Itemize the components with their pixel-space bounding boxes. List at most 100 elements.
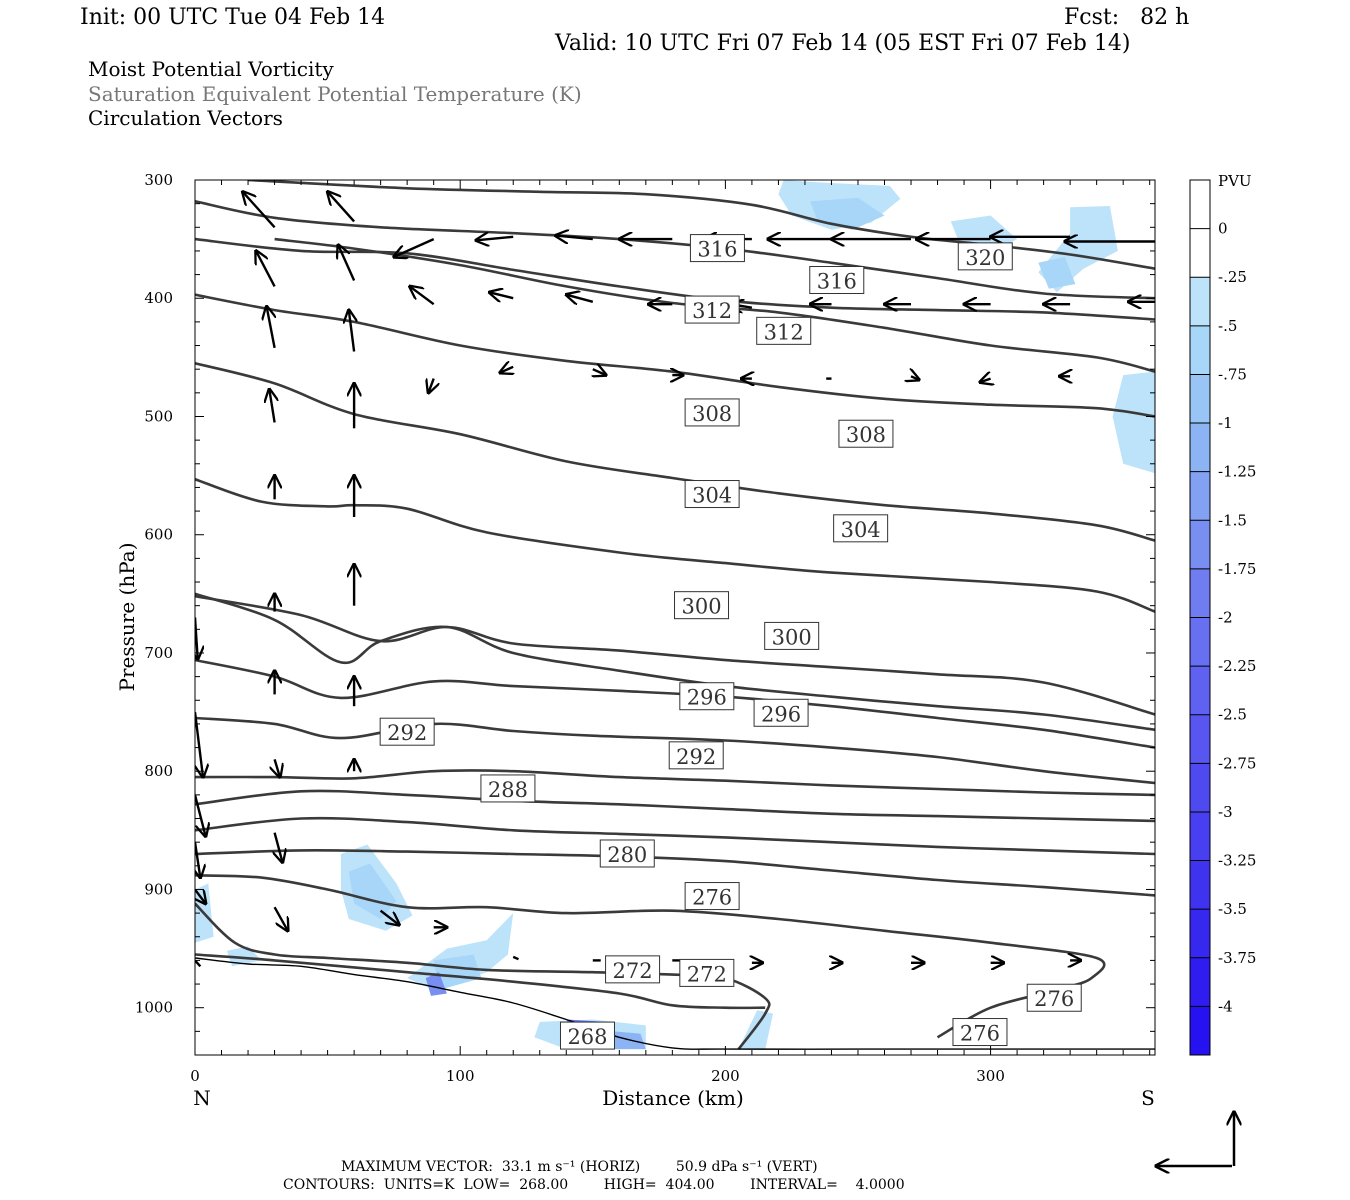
colorbar-tick-label: -.5 [1218, 317, 1237, 335]
y-tick-label: 600 [144, 526, 173, 544]
contour-label: 320 [957, 242, 1013, 271]
contour-label-layer: 316 320 316 312 312 308 308 304 304 300 300 296 296 2… [379, 234, 1082, 1050]
pv-shading-area [1038, 256, 1076, 289]
circulation-vector [593, 369, 606, 375]
contour-label-text: 316 [697, 238, 737, 262]
contour-label-box [379, 717, 435, 746]
circulation-vector [410, 286, 435, 306]
circulation-vector [556, 236, 593, 240]
x-tick-label: 200 [711, 1067, 740, 1085]
theta-es-contour-288 [195, 789, 1155, 823]
circulation-vector [269, 389, 274, 423]
contour-label-text: 308 [846, 423, 886, 447]
title-theta-es: Saturation Equivalent Potential Temperat… [88, 82, 582, 106]
theta-es-contour-320 [247, 180, 1155, 270]
colorbar-tick-label: -3.25 [1218, 852, 1256, 870]
theta-es-contour-272 [195, 902, 771, 1050]
contour-label-text: 268 [567, 1025, 607, 1049]
theta-es-contour-284 [195, 816, 1155, 856]
contour-label-box [605, 955, 661, 984]
colorbar-tick-label: -2.5 [1218, 706, 1247, 724]
colorbar-tick-label: -3.75 [1218, 949, 1256, 967]
contour-label: 272 [605, 955, 661, 984]
contour-label: 276 [1026, 983, 1082, 1012]
circulation-vector [195, 888, 206, 904]
pv-shading-area [810, 197, 885, 230]
circulation-vector [256, 251, 276, 287]
contour-label-box [838, 419, 894, 448]
y-tick-label: 700 [144, 644, 173, 662]
x-tick-label: 300 [976, 1067, 1005, 1085]
contour-label: 316 [689, 234, 745, 263]
y-tick-label: 900 [144, 880, 173, 898]
title-moist-pv: Moist Potential Vorticity [88, 57, 334, 81]
theta-es-contour-300 [195, 594, 1155, 716]
y-tick-label: 300 [144, 171, 173, 189]
contour-label-text: 300 [772, 625, 812, 649]
circulation-vector [195, 711, 203, 777]
x-axis-label: Distance (km) [602, 1086, 744, 1110]
contour-label-box [952, 1018, 1008, 1047]
y-axis-label: Pressure (hPa) [115, 543, 139, 692]
contour-label-box [480, 774, 536, 803]
contour-label-box [957, 242, 1013, 271]
contour-label-box [668, 741, 724, 770]
contour-label-text: 312 [692, 299, 732, 323]
theta-es-contour-296 [195, 658, 1155, 749]
contour-label-box [679, 682, 735, 711]
colorbar-cell [1190, 714, 1210, 764]
contour-label-text: 296 [687, 686, 727, 710]
terrain-line [194, 957, 1155, 1050]
colorbar-tick-label: -2.25 [1218, 657, 1256, 675]
colorbar-cell [1190, 325, 1210, 375]
colorbar-tick-label: -.25 [1218, 268, 1247, 286]
circulation-vector [338, 245, 356, 281]
y-tick-label: 1000 [135, 999, 173, 1017]
colorbar-cell [1190, 374, 1210, 424]
pv-shading-area [433, 954, 482, 990]
contour-label: 292 [668, 741, 724, 770]
contour-label: 272 [679, 958, 735, 987]
colorbar-cell [1190, 277, 1210, 327]
contour-label: 296 [679, 682, 735, 711]
contour-label: 300 [764, 621, 820, 650]
circulation-vector [195, 794, 206, 836]
colorbar-tick-label: -1.25 [1218, 463, 1256, 481]
y-axis: 300 400 500 600 700 800 900 1000 [135, 171, 1155, 1056]
contour-label-text: 272 [687, 962, 727, 986]
contour-label: 296 [753, 698, 809, 727]
contour-label-box [684, 882, 740, 911]
contour-label-box [1026, 983, 1082, 1012]
contour-label-text: 304 [692, 484, 732, 508]
colorbar-cell [1190, 228, 1210, 278]
circulation-vector [273, 906, 288, 931]
contour-label-text: 304 [841, 518, 881, 542]
x-end-label-south: S [1141, 1086, 1155, 1110]
theta-es-contour-280 [195, 849, 1155, 897]
circulation-vector [911, 376, 919, 380]
colorbar-tick-label: -1.5 [1218, 511, 1247, 529]
colorbar-tick-label: -2 [1218, 609, 1233, 627]
circulation-vector [394, 238, 435, 257]
colorbar-cell [1190, 811, 1210, 862]
y-tick-label: 500 [144, 407, 173, 425]
contour-label-box [753, 698, 809, 727]
circulation-vector [243, 192, 276, 229]
contour-label: 316 [809, 266, 865, 295]
forecast-hour: Fcst: 82 h [1064, 5, 1190, 30]
contour-label: 292 [379, 717, 435, 746]
circulation-vector-layer [195, 192, 1155, 967]
circulation-vector [500, 367, 513, 373]
pv-shading-area [348, 863, 397, 919]
contour-label-box [679, 958, 735, 987]
contour-label-box [756, 316, 812, 345]
x-end-label-north: N [193, 1086, 211, 1110]
contour-label: 312 [756, 316, 812, 345]
theta-es-contour-308 [195, 362, 1155, 542]
contour-label-text: 272 [613, 959, 653, 983]
colorbar-cell [1190, 666, 1210, 716]
contour-label-text: 308 [692, 402, 732, 426]
contour-label: 300 [674, 591, 730, 620]
contour-label-text: 320 [965, 246, 1005, 270]
theta-es-contour-312 [195, 293, 1155, 418]
